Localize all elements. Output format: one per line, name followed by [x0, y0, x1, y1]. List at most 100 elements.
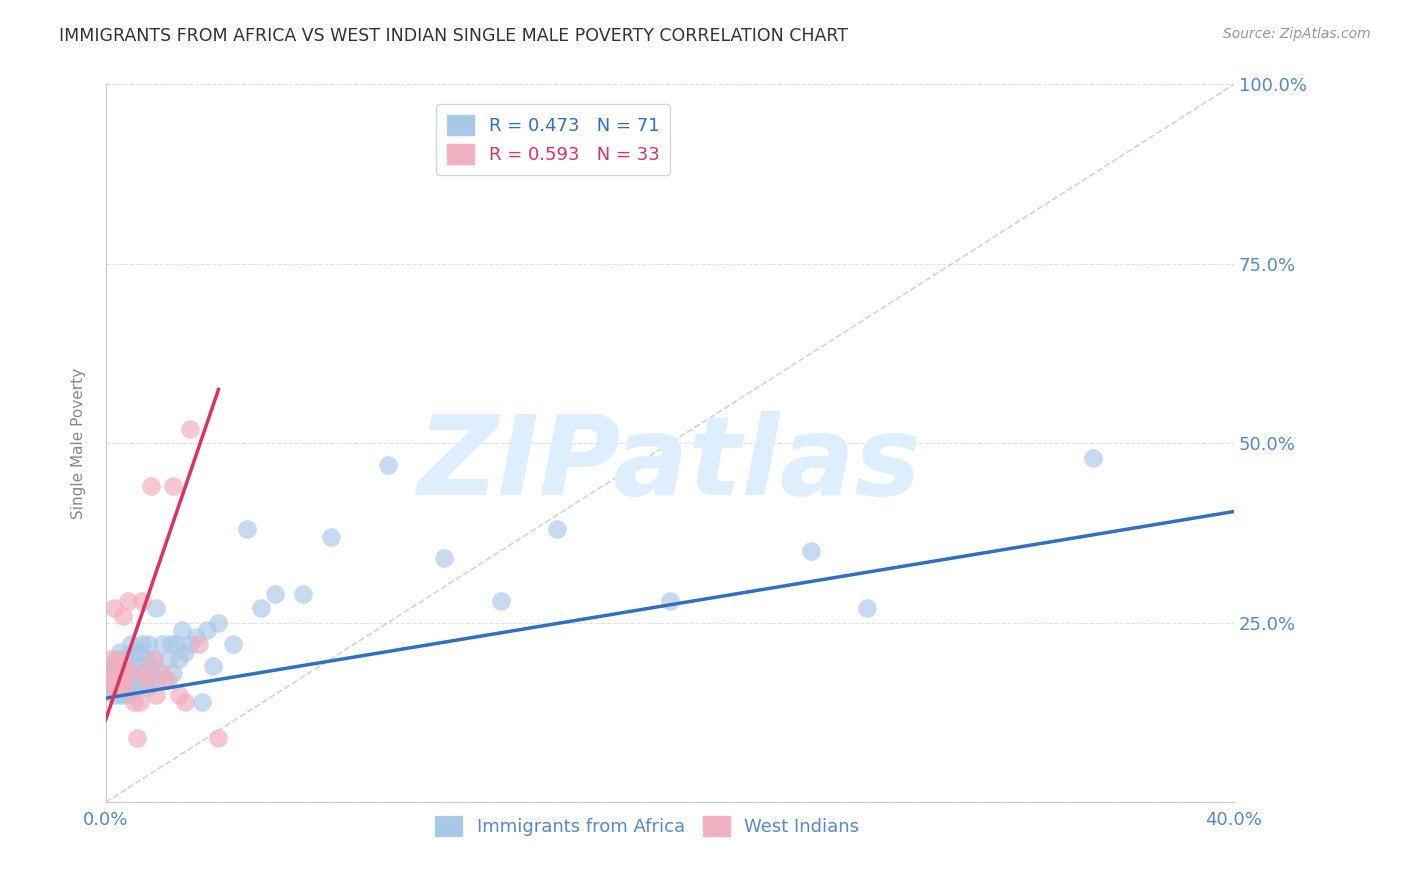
Point — [221, 637, 243, 651]
Point — [105, 659, 128, 673]
Point — [105, 681, 128, 695]
Point — [125, 659, 148, 673]
Point — [111, 673, 134, 688]
Legend: Immigrants from Africa, West Indians: Immigrants from Africa, West Indians — [427, 809, 866, 844]
Point — [800, 544, 823, 558]
Point — [195, 623, 218, 637]
Point — [292, 587, 315, 601]
Point — [207, 731, 229, 745]
Point — [264, 587, 287, 601]
Point — [117, 681, 139, 695]
Point — [103, 659, 125, 673]
Point — [249, 601, 271, 615]
Point — [187, 637, 209, 651]
Point — [100, 666, 122, 681]
Point — [122, 681, 145, 695]
Point — [100, 681, 122, 695]
Point — [139, 659, 162, 673]
Point — [114, 659, 136, 673]
Point — [111, 608, 134, 623]
Point — [235, 523, 257, 537]
Point — [128, 644, 150, 658]
Point — [377, 458, 399, 472]
Point — [120, 673, 142, 688]
Point — [150, 637, 173, 651]
Text: ZIPatlas: ZIPatlas — [418, 411, 921, 518]
Text: Source: ZipAtlas.com: Source: ZipAtlas.com — [1223, 27, 1371, 41]
Point — [125, 731, 148, 745]
Point — [97, 659, 120, 673]
Point — [97, 673, 120, 688]
Point — [201, 659, 224, 673]
Point — [105, 651, 128, 665]
Point — [179, 637, 201, 651]
Point — [165, 637, 187, 651]
Point — [190, 695, 212, 709]
Point — [173, 695, 195, 709]
Point — [131, 594, 153, 608]
Point — [103, 673, 125, 688]
Point — [120, 666, 142, 681]
Point — [153, 673, 176, 688]
Point — [114, 688, 136, 702]
Point — [97, 666, 120, 681]
Point — [207, 615, 229, 630]
Point — [167, 688, 190, 702]
Point — [122, 695, 145, 709]
Point — [122, 644, 145, 658]
Point — [105, 666, 128, 681]
Point — [167, 651, 190, 665]
Point — [150, 666, 173, 681]
Point — [108, 651, 131, 665]
Point — [117, 594, 139, 608]
Point — [100, 681, 122, 695]
Point — [134, 651, 156, 665]
Text: IMMIGRANTS FROM AFRICA VS WEST INDIAN SINGLE MALE POVERTY CORRELATION CHART: IMMIGRANTS FROM AFRICA VS WEST INDIAN SI… — [59, 27, 848, 45]
Point — [128, 695, 150, 709]
Point — [120, 688, 142, 702]
Point — [173, 644, 195, 658]
Point — [148, 666, 170, 681]
Point — [100, 651, 122, 665]
Point — [156, 651, 179, 665]
Point — [105, 681, 128, 695]
Point — [128, 681, 150, 695]
Point — [111, 681, 134, 695]
Point — [97, 673, 120, 688]
Point — [108, 644, 131, 658]
Point — [856, 601, 879, 615]
Point — [108, 673, 131, 688]
Point — [117, 651, 139, 665]
Point — [114, 681, 136, 695]
Point — [433, 551, 456, 566]
Point — [145, 673, 167, 688]
Point — [108, 688, 131, 702]
Point — [122, 666, 145, 681]
Point — [108, 673, 131, 688]
Point — [136, 673, 159, 688]
Point — [489, 594, 512, 608]
Point — [111, 666, 134, 681]
Point — [156, 673, 179, 688]
Point — [136, 681, 159, 695]
Point — [658, 594, 681, 608]
Point — [120, 637, 142, 651]
Point — [142, 651, 165, 665]
Point — [131, 666, 153, 681]
Point — [170, 623, 193, 637]
Point — [103, 601, 125, 615]
Point — [145, 688, 167, 702]
Point — [114, 659, 136, 673]
Point — [125, 673, 148, 688]
Point — [546, 523, 568, 537]
Point — [136, 637, 159, 651]
Point — [321, 530, 343, 544]
Point — [131, 637, 153, 651]
Y-axis label: Single Male Poverty: Single Male Poverty — [72, 368, 86, 519]
Point — [103, 673, 125, 688]
Point — [142, 651, 165, 665]
Point — [114, 673, 136, 688]
Point — [159, 637, 181, 651]
Point — [103, 688, 125, 702]
Point — [134, 666, 156, 681]
